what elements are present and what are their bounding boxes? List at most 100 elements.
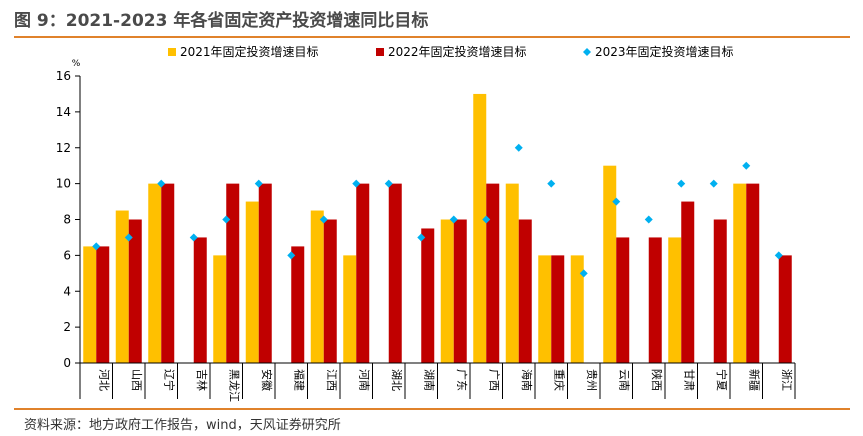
legend-label: 2022年固定投资增速目标 — [388, 44, 527, 59]
x-tick-label-group: 广东 — [455, 369, 468, 391]
marker-2023 — [579, 269, 588, 278]
x-tick-label-group: 安徽 — [260, 369, 274, 391]
bar-2022 — [746, 183, 760, 363]
x-tick-label-group: 河北 — [97, 369, 110, 391]
x-tick-label: 吉林 — [195, 369, 209, 391]
source-note: 资料来源：地方政府工作报告，wind，天风证券研究所 — [24, 418, 341, 433]
bars — [83, 93, 792, 363]
x-tick-label-group: 广西 — [487, 369, 500, 391]
marker-2023 — [384, 179, 393, 188]
marker-2023 — [644, 215, 653, 224]
marker-2023 — [124, 233, 133, 242]
x-tick-label: 河北 — [97, 369, 110, 391]
bar-2022 — [193, 237, 207, 363]
x-tick-label: 贵州 — [585, 369, 598, 391]
x-tick-label: 海南 — [520, 369, 534, 391]
x-tick-label: 甘肃 — [682, 369, 695, 391]
x-tick-label: 广东 — [455, 369, 468, 391]
x-tick-label: 重庆 — [552, 369, 566, 391]
legend: 2021年固定投资增速目标 2022年固定投资增速目标 2023年固定投资增速目标 — [168, 44, 734, 59]
y-tick-label: 6 — [63, 248, 71, 262]
x-tick-label-group: 湖北 — [390, 369, 403, 391]
x-tick-label-group: 湖南 — [422, 369, 435, 391]
legend-swatch-0 — [168, 48, 176, 56]
bar-2021 — [538, 255, 552, 363]
y-tick-label: 16 — [56, 69, 71, 83]
bar-2022 — [421, 228, 435, 363]
marker-2023 — [352, 179, 361, 188]
bar-2022 — [388, 183, 402, 363]
legend-label: 2021年固定投资增速目标 — [180, 44, 319, 59]
bar-2021 — [570, 255, 584, 363]
x-tick-label-group: 陕西 — [650, 369, 664, 391]
marker-2023 — [222, 215, 231, 224]
x-tick-label: 浙江 — [780, 369, 793, 391]
x-tick-label: 辽宁 — [162, 369, 176, 391]
x-tick-label-group: 浙江 — [780, 369, 793, 391]
y-tick-label: 4 — [63, 284, 71, 298]
bar-2021 — [733, 183, 747, 363]
bar-2021 — [83, 246, 97, 363]
x-tick-label: 山西 — [130, 369, 143, 391]
bar-2021 — [213, 255, 227, 363]
bar-2022 — [713, 219, 727, 363]
x-tick-label: 陕西 — [650, 369, 664, 391]
x-tick-label: 湖南 — [422, 369, 435, 391]
bar-2022 — [258, 183, 272, 363]
bar-2022 — [226, 183, 240, 363]
y-tick-label: 10 — [56, 177, 71, 191]
marker-2023 — [547, 179, 556, 188]
marker-2023 — [514, 143, 523, 152]
bar-2022 — [486, 183, 500, 363]
x-tick-label: 江西 — [325, 369, 338, 391]
y-axis: 0 2 4 6 8 10 12 14 16% — [56, 59, 81, 370]
bar-2021 — [310, 210, 324, 363]
x-tick-label: 新疆 — [747, 369, 761, 391]
marker-2023 — [612, 197, 621, 206]
x-tick-label: 湖北 — [390, 369, 403, 391]
legend-swatch-2 — [583, 48, 591, 56]
bar-2021 — [440, 219, 454, 363]
page-title: 图 9：2021-2023 年各省固定资产投资增速同比目标 — [14, 11, 429, 31]
bar-2022 — [161, 183, 175, 363]
y-tick-label: 14 — [56, 105, 71, 119]
x-tick-label-group: 海南 — [520, 369, 534, 391]
bar-2022 — [291, 246, 305, 363]
x-tick-label: 黑龙江 — [227, 369, 240, 402]
bar-2021 — [505, 183, 519, 363]
x-tick-label-group: 黑龙江 — [227, 369, 240, 402]
marker-2023 — [742, 161, 751, 170]
bottom-rule — [14, 408, 850, 410]
bar-2022 — [453, 219, 467, 363]
marker-2023 — [709, 179, 718, 188]
marker-2023 — [417, 233, 426, 242]
x-tick-label: 云南 — [617, 369, 630, 391]
x-tick-label-group: 江西 — [325, 369, 338, 391]
x-tick-label-group: 吉林 — [195, 369, 209, 391]
marker-2023 — [774, 251, 783, 260]
marker-2023 — [319, 215, 328, 224]
bar-2022 — [356, 183, 370, 363]
bar-2021 — [473, 93, 487, 363]
x-tick-label: 宁夏 — [715, 369, 729, 391]
x-tick-label-group: 甘肃 — [682, 369, 695, 391]
x-tick-label-group: 宁夏 — [715, 369, 729, 391]
legend-label: 2023年固定投资增速目标 — [595, 44, 734, 59]
chart: 2021年固定投资增速目标 2022年固定投资增速目标 2023年固定投资增速目标 … — [56, 44, 796, 402]
bar-2022 — [96, 246, 110, 363]
bar-2022 — [616, 237, 630, 363]
bar-2021 — [245, 201, 259, 363]
x-tick-label-group: 云南 — [617, 369, 630, 391]
marker-2023 — [482, 215, 491, 224]
bar-2022 — [323, 219, 337, 363]
marker-2023 — [287, 251, 296, 260]
x-tick-label: 河南 — [357, 369, 370, 391]
x-tick-label-group: 辽宁 — [162, 369, 176, 391]
x-tick-label-group: 河南 — [357, 369, 370, 391]
bar-2021 — [668, 237, 682, 363]
bar-2022 — [778, 255, 792, 363]
x-tick-label-group: 新疆 — [747, 369, 761, 391]
bar-2022 — [648, 237, 662, 363]
bar-2022 — [551, 255, 565, 363]
x-tick-label-group: 重庆 — [552, 369, 566, 391]
